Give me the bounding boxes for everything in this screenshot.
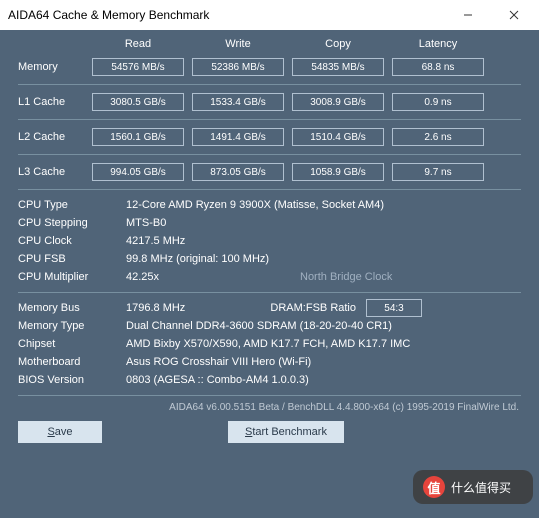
watermark: 值 什么值得买 [413,470,533,512]
col-copy: Copy [292,38,384,50]
label-motherboard: Motherboard [18,356,126,368]
label-memory: Memory [18,61,92,73]
label-dram-fsb-ratio: DRAM:FSB Ratio [256,302,366,314]
divider [18,189,521,190]
memory-write[interactable]: 52386 MB/s [192,58,284,76]
label-l1: L1 Cache [18,96,92,108]
memory-read[interactable]: 54576 MB/s [92,58,184,76]
value-dram-fsb-ratio: 54:3 [366,299,422,317]
value-motherboard: Asus ROG Crosshair VIII Hero (Wi-Fi) [126,356,521,368]
label-mem-bus: Memory Bus [18,302,126,314]
l3-write[interactable]: 873.05 GB/s [192,163,284,181]
north-bridge-clock: North Bridge Clock [300,271,392,283]
col-write: Write [192,38,284,50]
content-area: Read Write Copy Latency Memory 54576 MB/… [0,30,539,413]
value-mem-bus: 1796.8 MHz [126,302,256,314]
column-headers: Read Write Copy Latency [18,38,521,50]
l3-latency[interactable]: 9.7 ns [392,163,484,181]
label-l2: L2 Cache [18,131,92,143]
watermark-text: 什么值得买 [451,479,511,496]
value-cpu-type: 12-Core AMD Ryzen 9 3900X (Matisse, Sock… [126,199,521,211]
l1-latency[interactable]: 0.9 ns [392,93,484,111]
window-controls [445,0,537,30]
divider [18,119,521,120]
l3-copy[interactable]: 1058.9 GB/s [292,163,384,181]
value-cpu-mult: 42.25x [126,271,300,283]
divider [18,395,521,396]
footer-text: AIDA64 v6.00.5151 Beta / BenchDLL 4.4.80… [18,402,521,413]
value-cpu-clock: 4217.5 MHz [126,235,521,247]
value-cpu-stepping: MTS-B0 [126,217,521,229]
value-mem-type: Dual Channel DDR4-3600 SDRAM (18-20-20-4… [126,320,521,332]
label-l3: L3 Cache [18,166,92,178]
l2-write[interactable]: 1491.4 GB/s [192,128,284,146]
value-bios: 0803 (AGESA :: Combo-AM4 1.0.0.3) [126,374,521,386]
info-cpu-mult: CPU Multiplier42.25xNorth Bridge Clock [18,268,521,286]
row-l2: L2 Cache 1560.1 GB/s 1491.4 GB/s 1510.4 … [18,126,521,148]
divider [18,154,521,155]
watermark-icon: 值 [423,476,445,498]
l3-read[interactable]: 994.05 GB/s [92,163,184,181]
close-button[interactable] [491,0,537,30]
info-mem-bus: Memory Bus1796.8 MHzDRAM:FSB Ratio54:3 [18,299,521,317]
label-bios: BIOS Version [18,374,126,386]
label-cpu-stepping: CPU Stepping [18,217,126,229]
window-title: AIDA64 Cache & Memory Benchmark [8,8,445,22]
row-memory: Memory 54576 MB/s 52386 MB/s 54835 MB/s … [18,56,521,78]
info-chipset: ChipsetAMD Bixby X570/X590, AMD K17.7 FC… [18,335,521,353]
titlebar: AIDA64 Cache & Memory Benchmark [0,0,539,30]
col-latency: Latency [392,38,484,50]
divider [18,292,521,293]
label-cpu-fsb: CPU FSB [18,253,126,265]
minimize-button[interactable] [445,0,491,30]
l1-write[interactable]: 1533.4 GB/s [192,93,284,111]
l2-read[interactable]: 1560.1 GB/s [92,128,184,146]
l2-latency[interactable]: 2.6 ns [392,128,484,146]
info-bios: BIOS Version0803 (AGESA :: Combo-AM4 1.0… [18,371,521,389]
label-mem-type: Memory Type [18,320,126,332]
row-l3: L3 Cache 994.05 GB/s 873.05 GB/s 1058.9 … [18,161,521,183]
start-benchmark-button[interactable]: Start Benchmark [228,421,344,443]
info-cpu-type: CPU Type12-Core AMD Ryzen 9 3900X (Matis… [18,196,521,214]
info-mem-type: Memory TypeDual Channel DDR4-3600 SDRAM … [18,317,521,335]
info-motherboard: MotherboardAsus ROG Crosshair VIII Hero … [18,353,521,371]
value-chipset: AMD Bixby X570/X590, AMD K17.7 FCH, AMD … [126,338,521,350]
row-l1: L1 Cache 3080.5 GB/s 1533.4 GB/s 3008.9 … [18,91,521,113]
label-cpu-type: CPU Type [18,199,126,211]
info-cpu-stepping: CPU SteppingMTS-B0 [18,214,521,232]
value-cpu-fsb: 99.8 MHz (original: 100 MHz) [126,253,521,265]
info-cpu-fsb: CPU FSB99.8 MHz (original: 100 MHz) [18,250,521,268]
l1-read[interactable]: 3080.5 GB/s [92,93,184,111]
divider [18,84,521,85]
info-cpu-clock: CPU Clock4217.5 MHz [18,232,521,250]
l1-copy[interactable]: 3008.9 GB/s [292,93,384,111]
memory-copy[interactable]: 54835 MB/s [292,58,384,76]
label-chipset: Chipset [18,338,126,350]
col-read: Read [92,38,184,50]
save-button[interactable]: Save [18,421,102,443]
watermark-bubble: 值 什么值得买 [413,470,533,504]
label-cpu-mult: CPU Multiplier [18,271,126,283]
l2-copy[interactable]: 1510.4 GB/s [292,128,384,146]
memory-latency[interactable]: 68.8 ns [392,58,484,76]
button-bar: Save Start Benchmark [0,413,539,451]
label-cpu-clock: CPU Clock [18,235,126,247]
